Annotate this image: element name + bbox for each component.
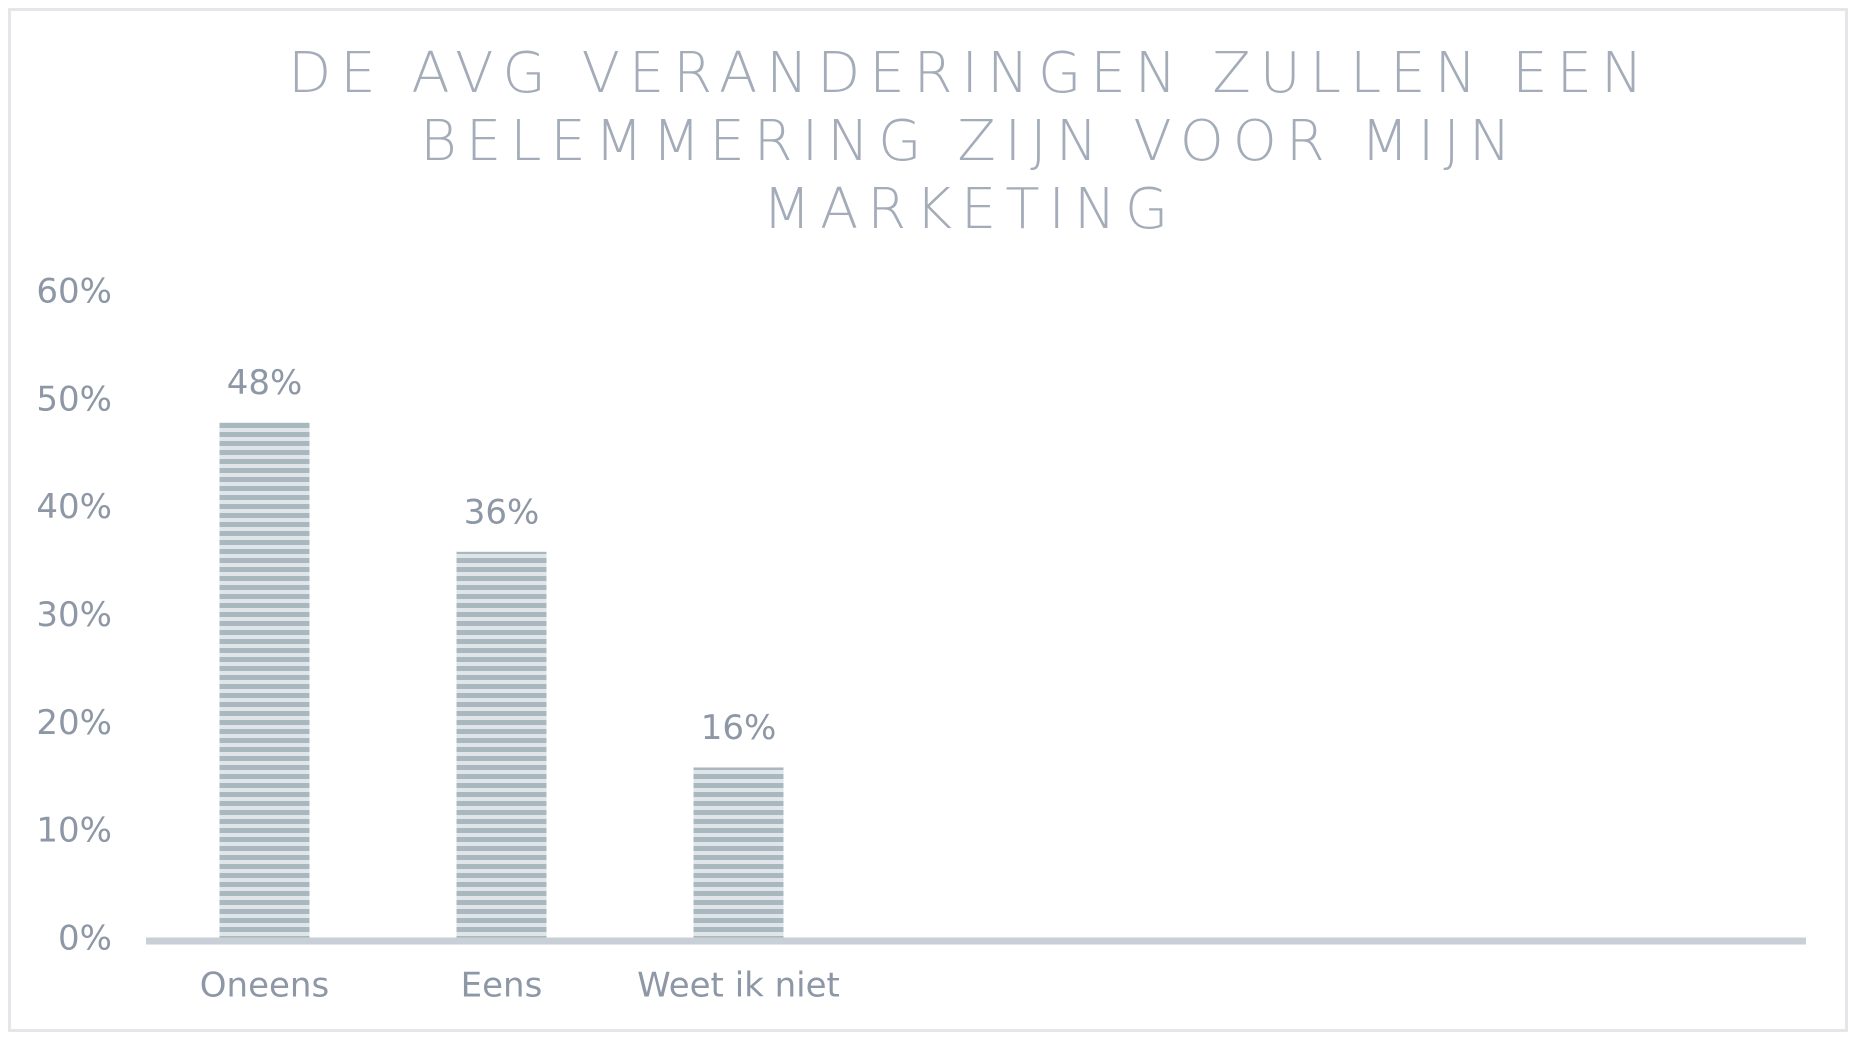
y-tick-label: 20%	[36, 703, 112, 743]
y-tick-label: 40%	[36, 487, 112, 527]
value-label: 36%	[464, 492, 540, 532]
bar	[693, 767, 784, 940]
y-tick-label: 0%	[58, 919, 112, 959]
y-tick-label: 50%	[36, 379, 112, 419]
bar	[456, 551, 547, 940]
x-tick-label: Oneens	[200, 966, 329, 1006]
x-tick-label: Weet ik niet	[637, 966, 840, 1006]
x-tick-label: Eens	[461, 966, 543, 1006]
y-tick-label: 60%	[36, 272, 112, 312]
bar	[219, 422, 310, 940]
y-tick-label: 30%	[36, 595, 112, 635]
chart-frame	[8, 8, 1848, 1032]
value-label: 16%	[701, 708, 777, 748]
chart-title: DE AVG VERANDERINGEN ZULLEN EEN BELEMMER…	[288, 41, 1652, 242]
y-tick-label: 10%	[36, 811, 112, 851]
value-label: 48%	[227, 363, 303, 403]
